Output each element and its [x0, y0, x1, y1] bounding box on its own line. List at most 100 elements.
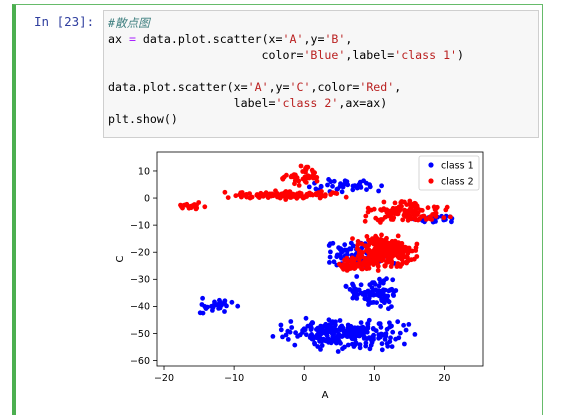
data-point-class-1 — [377, 321, 383, 327]
data-point-class-1 — [327, 260, 332, 265]
data-point-class-1 — [365, 325, 371, 331]
legend-marker-class-1 — [428, 162, 434, 168]
data-point-class-1 — [345, 342, 351, 348]
data-point-class-1 — [302, 327, 308, 333]
data-point-class-1 — [352, 286, 357, 291]
data-point-class-2 — [319, 189, 324, 194]
data-point-class-2 — [357, 248, 362, 254]
data-point-class-1 — [327, 254, 333, 260]
data-point-class-1 — [384, 326, 390, 332]
legend-box — [418, 155, 480, 191]
data-point-class-2 — [362, 218, 368, 224]
data-point-class-1 — [403, 327, 409, 333]
data-point-class-1 — [406, 322, 412, 327]
data-point-class-1 — [341, 182, 347, 187]
data-point-class-2 — [239, 190, 245, 195]
data-point-class-2 — [365, 249, 371, 255]
code-token: label= — [108, 96, 276, 110]
code-editor[interactable]: #散点图 ax = data.plot.scatter(x='A',y='B',… — [103, 10, 539, 138]
x-axis: −20 −10 0 10 20 — [154, 366, 450, 384]
data-point-class-2 — [261, 193, 267, 199]
data-point-class-2 — [381, 207, 387, 212]
data-point-class-1 — [222, 298, 228, 304]
data-point-class-2 — [402, 199, 407, 205]
code-token: ,y= — [268, 80, 290, 94]
data-point-class-2 — [249, 194, 254, 200]
legend-marker-class-2 — [428, 178, 434, 184]
data-point-class-1 — [379, 341, 385, 347]
data-point-class-1 — [357, 345, 363, 351]
data-point-class-2 — [243, 193, 248, 198]
data-point-class-1 — [354, 296, 360, 301]
data-point-class-1 — [342, 344, 347, 350]
data-point-class-1 — [283, 332, 289, 338]
code-token: ,label= — [345, 48, 395, 62]
y-tick-label: −50 — [130, 329, 150, 340]
data-point-class-1 — [347, 287, 353, 292]
x-tick-label: 20 — [438, 373, 450, 384]
code-token: data.plot.scatter(x= — [135, 32, 283, 46]
data-point-class-1 — [353, 290, 359, 295]
data-point-class-1 — [412, 332, 418, 337]
data-point-class-2 — [412, 212, 417, 217]
data-point-class-2 — [291, 193, 296, 198]
data-point-class-1 — [328, 179, 334, 185]
data-point-class-2 — [395, 211, 400, 217]
data-point-class-1 — [366, 298, 371, 304]
data-point-class-2 — [257, 193, 262, 199]
data-point-class-1 — [391, 293, 396, 298]
data-point-class-1 — [278, 322, 284, 328]
data-point-class-1 — [197, 310, 203, 316]
data-point-class-1 — [389, 344, 395, 349]
data-point-class-1 — [337, 183, 343, 189]
data-point-class-1 — [391, 289, 397, 295]
data-point-class-2 — [400, 217, 406, 223]
data-point-class-2 — [298, 163, 304, 169]
code-token: ,y= — [303, 32, 325, 46]
data-point-class-2 — [350, 236, 355, 241]
data-point-class-2 — [368, 207, 374, 213]
data-point-class-2 — [405, 258, 411, 264]
data-point-class-2 — [421, 213, 426, 219]
data-point-class-2 — [394, 264, 400, 269]
data-point-class-2 — [433, 210, 439, 216]
x-tick-label: −20 — [154, 373, 174, 384]
data-point-class-1 — [345, 334, 350, 339]
cell-prompt: In [23]: — [34, 14, 95, 29]
data-point-class-2 — [280, 176, 286, 182]
data-point-class-1 — [380, 280, 386, 286]
data-point-class-1 — [270, 334, 276, 339]
data-point-class-2 — [378, 217, 384, 222]
data-point-class-2 — [225, 195, 231, 200]
data-point-class-1 — [278, 327, 284, 333]
data-point-class-2 — [355, 239, 361, 244]
data-point-class-1 — [314, 332, 320, 338]
code-comment: #散点图 — [108, 16, 150, 30]
data-point-class-2 — [414, 241, 420, 247]
code-string: 'class 1' — [394, 48, 458, 62]
data-point-class-1 — [350, 243, 356, 249]
data-point-class-2 — [390, 250, 396, 256]
data-point-class-1 — [376, 288, 382, 294]
data-point-class-1 — [370, 334, 376, 339]
data-point-class-1 — [328, 249, 333, 255]
data-point-class-2 — [400, 260, 406, 265]
data-point-class-2 — [383, 246, 388, 252]
data-point-class-2 — [202, 204, 208, 210]
data-point-class-1 — [378, 333, 383, 339]
data-point-class-2 — [351, 263, 357, 269]
data-point-class-2 — [407, 198, 413, 204]
y-tick-label: −40 — [130, 302, 150, 313]
cell-output: −20 −10 0 10 20 10 0 −10 −20 −30 −40 −50 −60 A C cl… — [103, 146, 539, 415]
data-point-class-1 — [353, 328, 358, 334]
data-point-class-1 — [325, 182, 330, 188]
data-point-class-1 — [386, 306, 391, 312]
data-point-class-2 — [417, 216, 422, 222]
data-point-class-2 — [409, 248, 415, 254]
data-point-class-1 — [390, 277, 396, 283]
data-point-class-1 — [384, 276, 389, 282]
data-point-class-2 — [382, 263, 388, 269]
data-point-class-2 — [388, 242, 394, 248]
data-point-class-2 — [376, 238, 382, 244]
data-point-class-2 — [425, 205, 431, 211]
